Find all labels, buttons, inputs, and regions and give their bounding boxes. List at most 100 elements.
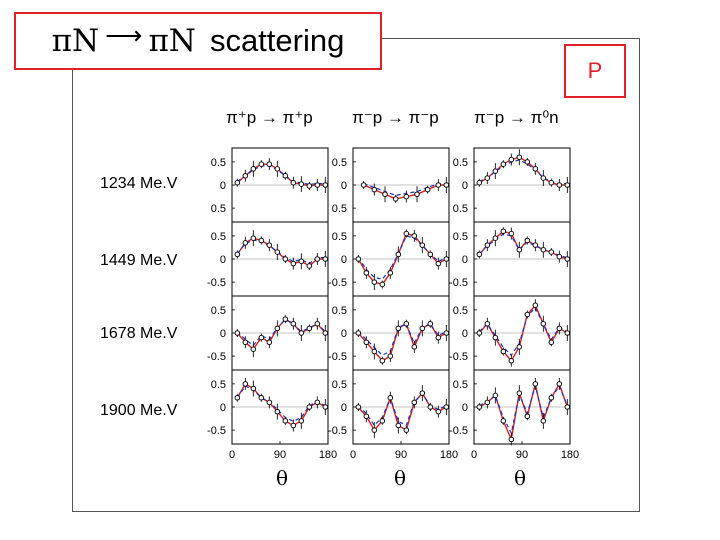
y-tick-label: 0.5 [332, 231, 347, 243]
x-tick-label: 0 [229, 449, 235, 461]
data-point [363, 339, 370, 346]
data-point [371, 279, 378, 285]
model-curve-dashed [236, 239, 326, 265]
data-point [290, 422, 297, 429]
data-point [484, 242, 491, 248]
data-point [360, 182, 367, 188]
y-tick-label: -0.5 [328, 425, 347, 437]
y-tick-label: 0.5 [332, 203, 347, 215]
y-tick-label: -0.5 [449, 425, 468, 437]
slide-title: πN ⟶ πN scattering [16, 14, 380, 68]
data-point [234, 330, 241, 336]
data-point [403, 427, 410, 433]
data-point [250, 166, 257, 172]
data-point [540, 320, 547, 327]
data-point [250, 346, 257, 352]
y-tick-label: -0.5 [328, 277, 347, 289]
data-point [314, 256, 321, 262]
data-point [242, 339, 249, 346]
data-point [274, 166, 281, 172]
data-point [314, 182, 321, 188]
x-axis-label-2: θ [394, 466, 407, 490]
data-point [395, 251, 402, 258]
data-point [419, 242, 426, 248]
data-point [258, 394, 265, 401]
data-point [435, 408, 442, 415]
x-tick-label: 180 [319, 449, 337, 461]
data-point [484, 320, 491, 327]
data-point [443, 404, 450, 410]
data-point [443, 256, 450, 262]
data-point [290, 179, 297, 186]
data-point [443, 330, 450, 336]
y-tick-label: 0.5 [453, 157, 468, 169]
y-tick-label: 0 [341, 402, 347, 414]
title-left: πN [51, 23, 100, 59]
data-point [306, 263, 313, 269]
data-point [282, 316, 289, 322]
data-point [564, 256, 571, 262]
title-word: scattering [209, 23, 345, 58]
data-point [403, 320, 410, 327]
y-tick-label: 0.5 [453, 379, 468, 391]
x-tick-label: 180 [440, 449, 458, 461]
x-tick-label: 90 [395, 449, 407, 461]
data-point [282, 418, 289, 424]
x-tick-label: 0 [471, 449, 477, 461]
data-point [508, 436, 515, 443]
data-point [508, 156, 515, 163]
data-point [516, 154, 523, 161]
data-point [242, 381, 249, 387]
y-tick-label: 0.5 [332, 379, 347, 391]
y-tick-label: 0.5 [453, 231, 468, 243]
data-point [403, 193, 410, 200]
data-point [524, 237, 531, 244]
y-tick-label: 0 [220, 180, 226, 192]
model-curve-dashed [236, 165, 326, 186]
data-point [306, 325, 313, 332]
data-point [298, 181, 305, 187]
y-tick-label: 0.5 [211, 231, 226, 243]
x-axis-label-1: θ [276, 466, 289, 490]
model-curve-dashed [478, 306, 568, 357]
data-point [532, 302, 539, 309]
data-point [258, 334, 265, 341]
y-tick-label: 0 [341, 254, 347, 266]
data-point [282, 256, 289, 262]
data-point [414, 191, 420, 198]
data-point [379, 357, 386, 364]
y-tick-label: -0.5 [449, 277, 468, 289]
data-point [379, 418, 386, 424]
data-point [411, 399, 418, 406]
data-point [234, 394, 241, 401]
data-point [443, 182, 450, 188]
data-point [322, 182, 329, 188]
data-point [524, 311, 531, 318]
data-point [298, 258, 305, 265]
data-point [484, 175, 491, 181]
y-tick-label: 0.5 [211, 305, 226, 317]
data-point [306, 183, 313, 189]
data-point [524, 159, 531, 165]
y-tick-label: 0 [462, 328, 468, 340]
data-point [492, 235, 499, 241]
data-point [419, 390, 426, 396]
data-point [476, 404, 483, 410]
data-point [314, 399, 321, 406]
data-point [282, 172, 289, 179]
column-label-3: π⁻p → π⁰n [474, 108, 559, 127]
data-point [419, 325, 426, 332]
data-point [266, 242, 273, 248]
data-point [492, 168, 499, 174]
data-point [371, 186, 378, 193]
y-tick-label: 0.5 [211, 157, 226, 169]
data-point [382, 191, 388, 198]
row-label-4: 1900 Me.V [100, 402, 178, 419]
data-point [250, 235, 257, 241]
y-tick-label: 0 [341, 328, 347, 340]
data-point [435, 334, 442, 341]
data-point [387, 270, 394, 276]
data-point [556, 381, 563, 387]
y-tick-label: 0.5 [332, 305, 347, 317]
